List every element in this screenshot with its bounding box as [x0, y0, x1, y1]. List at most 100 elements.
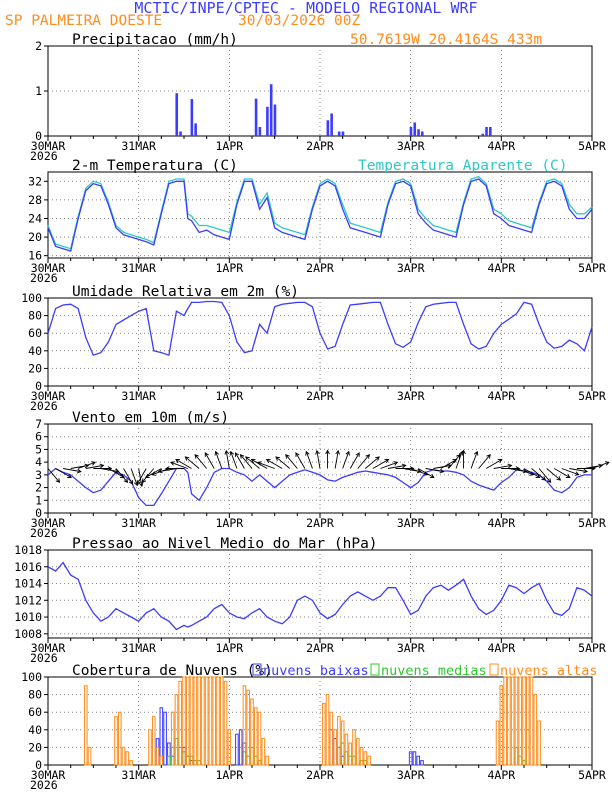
- y-tick-label: 1008: [14, 627, 42, 641]
- wind-arrow-head: [473, 450, 479, 456]
- y-tick-label: 2: [35, 39, 42, 53]
- wind-arrow: [257, 461, 275, 469]
- wind-arrow-head: [285, 453, 290, 459]
- temperature-panel: 16 20 24 28 32 30MAR 31MAR 1APR 2APR 3APR 4APR 5AP…: [28, 158, 606, 285]
- wind-arrow-head: [275, 456, 280, 461]
- y-tick-label: 20: [28, 230, 42, 244]
- wind-arrow: [285, 454, 298, 469]
- wind-arrow-head: [535, 473, 541, 478]
- wind-arrow-head: [214, 450, 219, 456]
- wind-arrow-head: [401, 463, 407, 469]
- humidity-grid: [48, 298, 592, 386]
- wind-arrow: [553, 468, 571, 478]
- cloud-bar-orange: [359, 746, 364, 766]
- wind-arrow-head: [335, 449, 340, 455]
- wind-arrow: [410, 468, 428, 476]
- wind-arrow: [295, 452, 306, 469]
- wind-arrow: [357, 454, 370, 469]
- wind-arrow-head: [128, 480, 134, 485]
- wind-arrow: [546, 468, 561, 481]
- run-time-label: 30/03/2026 00Z: [238, 13, 360, 29]
- wind-arrow: [194, 454, 208, 469]
- wind-arrow-head: [91, 461, 97, 466]
- precip-bar: [258, 127, 262, 136]
- precip-bar: [485, 127, 488, 136]
- wind-arrow-head: [429, 473, 435, 478]
- wind-arrow-head: [522, 468, 528, 474]
- wind-arrow-head: [157, 468, 163, 474]
- pressure-line: [47, 561, 593, 631]
- x-tick-label: 31MAR: [121, 641, 156, 655]
- precip-grid: [48, 46, 592, 136]
- wind-arrow-head: [67, 473, 72, 478]
- cloud-bar-orange: [337, 716, 341, 766]
- wind-arrow: [523, 468, 540, 478]
- cloud-bar-orange: [170, 711, 175, 766]
- y-tick-label: 3: [35, 468, 42, 482]
- cloud-bar-orange: [518, 676, 523, 766]
- x-tick-label: 3APR: [397, 516, 425, 530]
- wind-arrow: [455, 451, 463, 469]
- cloud-bar-orange: [185, 676, 190, 766]
- wind-arrow: [130, 468, 138, 486]
- wind-arrow-head: [486, 453, 491, 459]
- wind-arrow-head: [416, 468, 422, 474]
- wind-arrow: [138, 468, 143, 487]
- cloud-bar-orange: [514, 676, 519, 766]
- station-coords-label: 50.7619W 20.4164S 433m: [350, 32, 542, 48]
- wind-arrow-head: [151, 471, 156, 476]
- wind-arrow: [380, 461, 398, 469]
- cloud-bar-orange: [174, 694, 179, 766]
- cloud-bar-orange: [533, 694, 538, 766]
- wind-arrow-head: [55, 478, 61, 484]
- y-tick-label: 80: [28, 688, 42, 702]
- cloud-bar-orange: [114, 716, 118, 766]
- cloud-bar-orange: [223, 680, 228, 766]
- wind-arrow: [225, 450, 230, 469]
- clouds-panel: 0 20 40 60 80 100 30MAR 31MAR 1APR 2APR 3APR 4APR 5…: [21, 663, 606, 792]
- apparent-temperature-legend: Temperatura Aparente (C): [358, 158, 568, 174]
- x-tick-label: 3APR: [397, 139, 425, 153]
- x-tick-label: 31MAR: [121, 389, 156, 403]
- x-year-label: 2026: [30, 651, 58, 665]
- wind-arrow: [55, 468, 72, 478]
- wind-arrow-head: [136, 480, 141, 485]
- wind-arrow: [417, 468, 435, 478]
- precip-bar: [489, 127, 492, 136]
- y-tick-label: 100: [21, 291, 42, 305]
- x-year-label: 2026: [30, 271, 58, 285]
- y-tick-label: 40: [28, 723, 42, 737]
- wind-arrow-head: [315, 449, 320, 455]
- wind-arrow-head: [194, 453, 199, 459]
- wind-arrow: [516, 468, 534, 476]
- wind-x-axis: 30MAR 31MAR 1APR 2APR 3APR 4APR 5APR 2026: [30, 513, 606, 540]
- cloud-bar-orange: [321, 702, 326, 766]
- y-tick-label: 5: [35, 442, 42, 456]
- x-tick-label: 3APR: [397, 389, 425, 403]
- cloud-bar-blue: [412, 751, 417, 766]
- cloud-bar-orange: [510, 676, 515, 766]
- x-year-label: 2026: [30, 149, 58, 163]
- wind-arrow: [538, 468, 552, 483]
- y-tick-label: 80: [28, 309, 42, 323]
- wind-arrow-head: [345, 450, 350, 456]
- wind-arrow-head: [325, 449, 330, 455]
- wind-arrow-head: [541, 476, 547, 481]
- x-tick-label: 1APR: [215, 516, 243, 530]
- wind-arrow: [493, 464, 512, 469]
- cloud-bar-orange: [117, 711, 122, 766]
- wind-arrow: [115, 468, 128, 483]
- wind-title: Vento em 10m (m/s): [72, 410, 229, 426]
- wind-arrow-head: [84, 463, 90, 469]
- wind-arrow: [230, 451, 238, 469]
- wind-arrow-head: [305, 450, 310, 456]
- wind-arrow: [266, 459, 283, 469]
- y-tick-label: 0: [35, 758, 42, 772]
- y-tick-label: 60: [28, 705, 42, 719]
- cloud-bar-orange: [503, 676, 507, 766]
- high-clouds-legend: nuvens altas: [500, 663, 598, 679]
- x-tick-label: 4APR: [487, 389, 515, 403]
- precip-bar: [194, 123, 197, 136]
- figure-title: MCTIC/INPE/CPTEC - MODELO REGIONAL WRF: [134, 0, 477, 17]
